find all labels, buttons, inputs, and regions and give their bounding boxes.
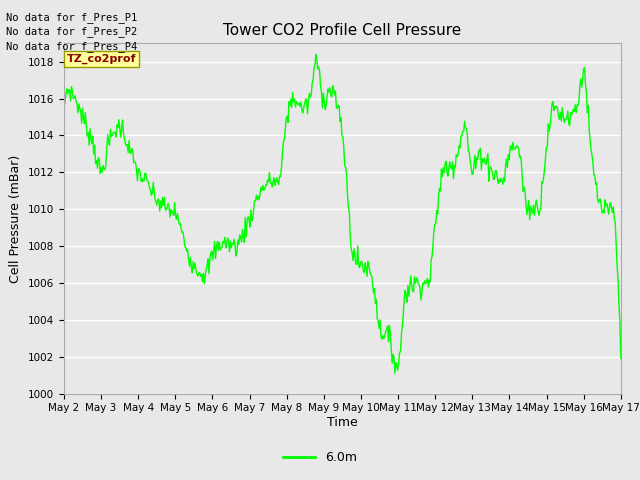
Text: TZ_co2prof: TZ_co2prof: [67, 54, 136, 64]
X-axis label: Time: Time: [327, 416, 358, 429]
Y-axis label: Cell Pressure (mBar): Cell Pressure (mBar): [10, 154, 22, 283]
Legend: 6.0m: 6.0m: [278, 446, 362, 469]
Title: Tower CO2 Profile Cell Pressure: Tower CO2 Profile Cell Pressure: [223, 23, 461, 38]
Text: No data for f_Pres_P1: No data for f_Pres_P1: [6, 12, 138, 23]
Text: No data for f_Pres_P4: No data for f_Pres_P4: [6, 41, 138, 52]
Text: No data for f_Pres_P2: No data for f_Pres_P2: [6, 26, 138, 37]
